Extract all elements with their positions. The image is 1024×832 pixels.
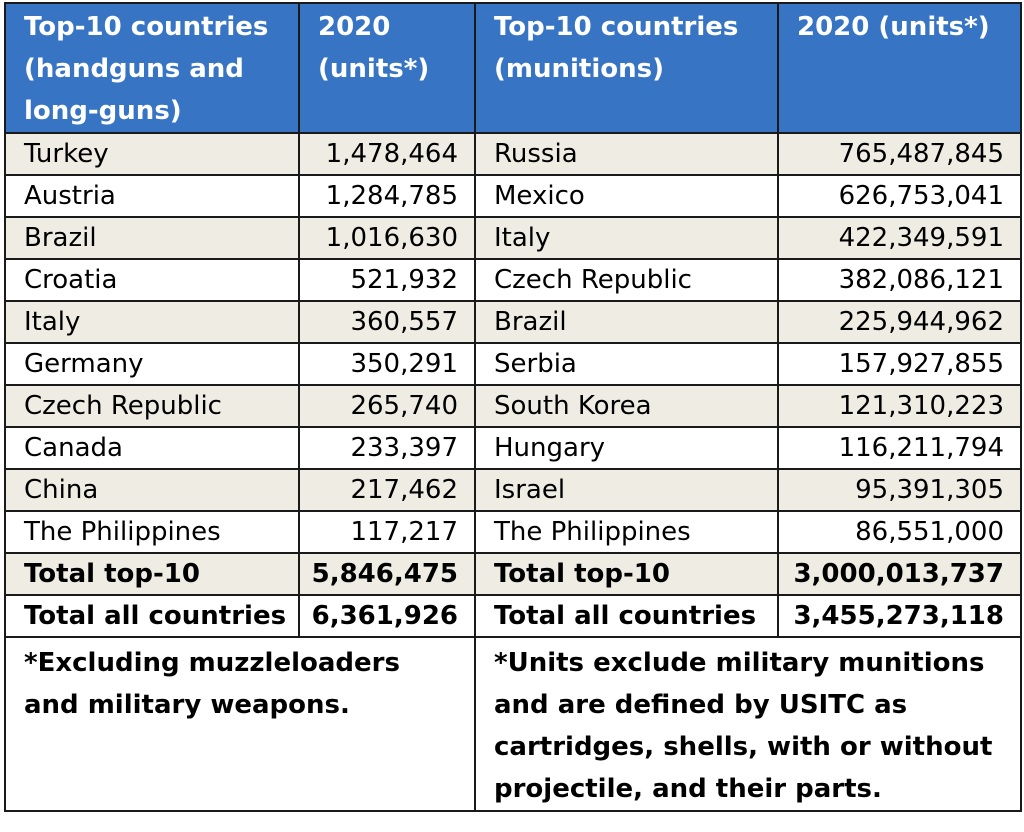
header-munition-units: 2020 (units*) (777, 2, 1022, 134)
gun-units-cell: 1,284,785 (298, 174, 476, 218)
header-gun-units: 2020 (units*) (298, 2, 476, 134)
munition-country-cell: South Korea (474, 384, 779, 428)
gun-units-cell: 360,557 (298, 300, 476, 344)
munition-country-cell: Hungary (474, 426, 779, 470)
gun-country-cell: China (4, 468, 300, 512)
table-row: Austria 1,284,785 Mexico 626,753,041 (4, 174, 1022, 218)
munition-units-cell: 382,086,121 (777, 258, 1022, 302)
footnote-munitions: *Units exclude military munitions and ar… (474, 636, 1022, 812)
gun-units-cell: 233,397 (298, 426, 476, 470)
total-top10-row: Total top-10 5,846,475 Total top-10 3,00… (4, 552, 1022, 596)
munition-units-cell: 422,349,591 (777, 216, 1022, 260)
table-row: Italy 360,557 Brazil 225,944,962 (4, 300, 1022, 344)
gun-country-cell: Austria (4, 174, 300, 218)
total-all-label-guns: Total all countries (4, 594, 300, 638)
gun-units-cell: 350,291 (298, 342, 476, 386)
table-row: Czech Republic 265,740 South Korea 121,3… (4, 384, 1022, 428)
munition-units-cell: 765,487,845 (777, 132, 1022, 176)
table-row: Germany 350,291 Serbia 157,927,855 (4, 342, 1022, 386)
header-row: Top-10 countries (handguns and long-guns… (4, 2, 1022, 134)
firearms-exports-table-sheet: Top-10 countries (handguns and long-guns… (4, 2, 1022, 828)
gun-units-cell: 521,932 (298, 258, 476, 302)
munition-country-cell: Czech Republic (474, 258, 779, 302)
munition-country-cell: Mexico (474, 174, 779, 218)
footnote-guns: *Excluding muzzleloaders and military we… (4, 636, 476, 812)
gun-units-cell: 117,217 (298, 510, 476, 554)
munition-units-cell: 121,310,223 (777, 384, 1022, 428)
table-row: Canada 233,397 Hungary 116,211,794 (4, 426, 1022, 470)
table-body: Turkey 1,478,464 Russia 765,487,845 Aust… (4, 132, 1022, 812)
munition-units-cell: 225,944,962 (777, 300, 1022, 344)
gun-country-cell: Brazil (4, 216, 300, 260)
gun-country-cell: Germany (4, 342, 300, 386)
munition-country-cell: Italy (474, 216, 779, 260)
table-row: Croatia 521,932 Czech Republic 382,086,1… (4, 258, 1022, 302)
total-all-label-munitions: Total all countries (474, 594, 779, 638)
total-all-guns-value: 6,361,926 (298, 594, 476, 638)
munition-units-cell: 86,551,000 (777, 510, 1022, 554)
table-row: Turkey 1,478,464 Russia 765,487,845 (4, 132, 1022, 176)
munition-units-cell: 116,211,794 (777, 426, 1022, 470)
munition-country-cell: The Philippines (474, 510, 779, 554)
gun-country-cell: The Philippines (4, 510, 300, 554)
total-top10-label-munitions: Total top-10 (474, 552, 779, 596)
footnote-row: *Excluding muzzleloaders and military we… (4, 636, 1022, 812)
gun-country-cell: Croatia (4, 258, 300, 302)
munition-country-cell: Brazil (474, 300, 779, 344)
header-gun-countries: Top-10 countries (handguns and long-guns… (4, 2, 300, 134)
gun-country-cell: Czech Republic (4, 384, 300, 428)
gun-units-cell: 217,462 (298, 468, 476, 512)
total-top10-munitions-value: 3,000,013,737 (777, 552, 1022, 596)
gun-country-cell: Italy (4, 300, 300, 344)
munition-units-cell: 626,753,041 (777, 174, 1022, 218)
munition-country-cell: Serbia (474, 342, 779, 386)
table-row: The Philippines 117,217 The Philippines … (4, 510, 1022, 554)
top-exporters-table: Top-10 countries (handguns and long-guns… (4, 2, 1022, 812)
table-row: Brazil 1,016,630 Italy 422,349,591 (4, 216, 1022, 260)
gun-units-cell: 265,740 (298, 384, 476, 428)
total-top10-guns-value: 5,846,475 (298, 552, 476, 596)
total-top10-label-guns: Total top-10 (4, 552, 300, 596)
table-row: China 217,462 Israel 95,391,305 (4, 468, 1022, 512)
gun-country-cell: Canada (4, 426, 300, 470)
total-all-row: Total all countries 6,361,926 Total all … (4, 594, 1022, 638)
header-munition-countries: Top-10 countries (munitions) (474, 2, 779, 134)
gun-units-cell: 1,016,630 (298, 216, 476, 260)
gun-country-cell: Turkey (4, 132, 300, 176)
gun-units-cell: 1,478,464 (298, 132, 476, 176)
munition-country-cell: Israel (474, 468, 779, 512)
total-all-munitions-value: 3,455,273,118 (777, 594, 1022, 638)
munition-units-cell: 95,391,305 (777, 468, 1022, 512)
munition-units-cell: 157,927,855 (777, 342, 1022, 386)
munition-country-cell: Russia (474, 132, 779, 176)
